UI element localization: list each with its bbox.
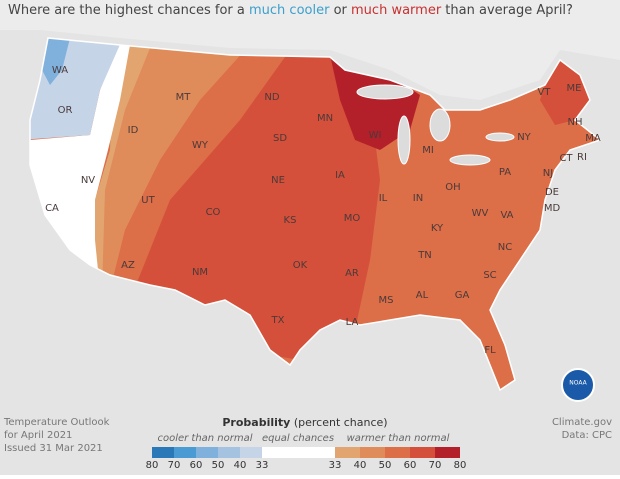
- state-label: SC: [483, 270, 496, 281]
- state-label: IL: [379, 193, 388, 204]
- state-label: MN: [317, 113, 333, 124]
- legend: 80 70 60 50 40 33 33 40 50 60 70 80: [146, 447, 467, 471]
- legend-swatch: [174, 447, 196, 458]
- state-label: NJ: [543, 168, 553, 179]
- legend-tick: 60: [404, 460, 417, 471]
- legend-tick: 60: [190, 460, 203, 471]
- state-label: LA: [346, 317, 359, 328]
- legend-swatch: [196, 447, 218, 458]
- legend-tick: 70: [168, 460, 181, 471]
- legend-tick: 70: [429, 460, 442, 471]
- state-label: OR: [58, 105, 73, 116]
- state-label: GA: [455, 290, 470, 301]
- state-label: VT: [538, 87, 552, 98]
- state-label: FL: [484, 345, 496, 356]
- legend-tick: 50: [379, 460, 392, 471]
- state-label: CA: [45, 203, 59, 214]
- state-label: RI: [577, 152, 587, 163]
- state-label: MA: [585, 133, 601, 144]
- zone: [95, 45, 245, 290]
- legend-swatch: [240, 447, 262, 458]
- state-label: KY: [431, 223, 444, 234]
- legend-tick: 40: [234, 460, 247, 471]
- state-label: WY: [192, 140, 209, 151]
- state-label: ID: [128, 125, 139, 136]
- legend-swatch: [435, 447, 460, 458]
- state-label: SD: [273, 133, 287, 144]
- state-label: MS: [379, 295, 394, 306]
- zone: [540, 60, 590, 125]
- state-label: NV: [81, 175, 95, 186]
- state-label: VA: [500, 210, 513, 221]
- legend-swatch: [410, 447, 435, 458]
- legend-warmer: warmer than normal: [347, 433, 450, 444]
- legend-tick: 80: [146, 460, 159, 471]
- legend-equal: equal chances: [262, 433, 334, 444]
- state-label: CO: [206, 207, 221, 218]
- state-label: IA: [335, 170, 345, 181]
- legend-cooler: cooler than normal: [157, 433, 252, 444]
- state-label: MT: [176, 92, 192, 103]
- state-label: WA: [52, 65, 68, 76]
- legend-swatch: [385, 447, 410, 458]
- state-label: AZ: [121, 260, 135, 271]
- legend-swatch: [218, 447, 240, 458]
- legend-tick: 33: [329, 460, 342, 471]
- state-label: IN: [413, 193, 423, 204]
- footer-right: Climate.gov: [552, 417, 612, 428]
- state-label: MI: [422, 145, 434, 156]
- state-label: ME: [567, 83, 582, 94]
- state-label: PA: [499, 167, 511, 178]
- noaa-logo: [561, 368, 595, 402]
- legend-swatch: [360, 447, 385, 458]
- legend-tick: 40: [354, 460, 367, 471]
- footer-left: Issued 31 Mar 2021: [4, 443, 103, 454]
- state-label: OK: [293, 260, 308, 271]
- title: Where are the highest chances for a much…: [8, 3, 573, 18]
- state-label: NY: [517, 132, 531, 143]
- state-label: UT: [141, 195, 155, 206]
- footer-left: for April 2021: [4, 430, 72, 441]
- state-label: KS: [284, 215, 297, 226]
- legend-swatch: [262, 447, 335, 458]
- legend-tick: 80: [454, 460, 467, 471]
- zone: [130, 50, 380, 360]
- state-label: MO: [344, 213, 361, 224]
- legend-tick: 50: [212, 460, 225, 471]
- state-label: WI: [369, 130, 382, 141]
- state-label: TX: [271, 315, 285, 326]
- state-label: NH: [568, 117, 583, 128]
- state-label: CT: [559, 153, 573, 164]
- state-labels: WA OR CA NV ID MT WY UT AZ CO NM ND SD NE KS OK TX MN IA MO…: [45, 65, 601, 356]
- legend-swatch: [152, 447, 174, 458]
- great-lakes: [356, 84, 515, 166]
- state-label: NM: [192, 267, 208, 278]
- state-label: OH: [445, 182, 460, 193]
- zone: [330, 55, 420, 150]
- state-label: AR: [345, 268, 359, 279]
- zone: [42, 38, 70, 85]
- state-label: NC: [498, 242, 512, 253]
- state-label: DE: [545, 187, 559, 198]
- state-label: MD: [544, 203, 561, 214]
- footer-left: Temperature Outlook: [3, 417, 110, 428]
- legend-tick: 33: [256, 460, 269, 471]
- state-label: TN: [417, 250, 432, 261]
- state-label: AL: [416, 290, 429, 301]
- state-label: ND: [264, 92, 279, 103]
- canada: [0, 0, 620, 100]
- footer-right: Data: CPC: [562, 430, 612, 441]
- legend-title: Probability (percent chance): [222, 416, 387, 429]
- state-label: WV: [472, 208, 489, 219]
- legend-swatch: [335, 447, 360, 458]
- state-label: NE: [271, 175, 285, 186]
- logo-text: NOAA: [569, 380, 587, 387]
